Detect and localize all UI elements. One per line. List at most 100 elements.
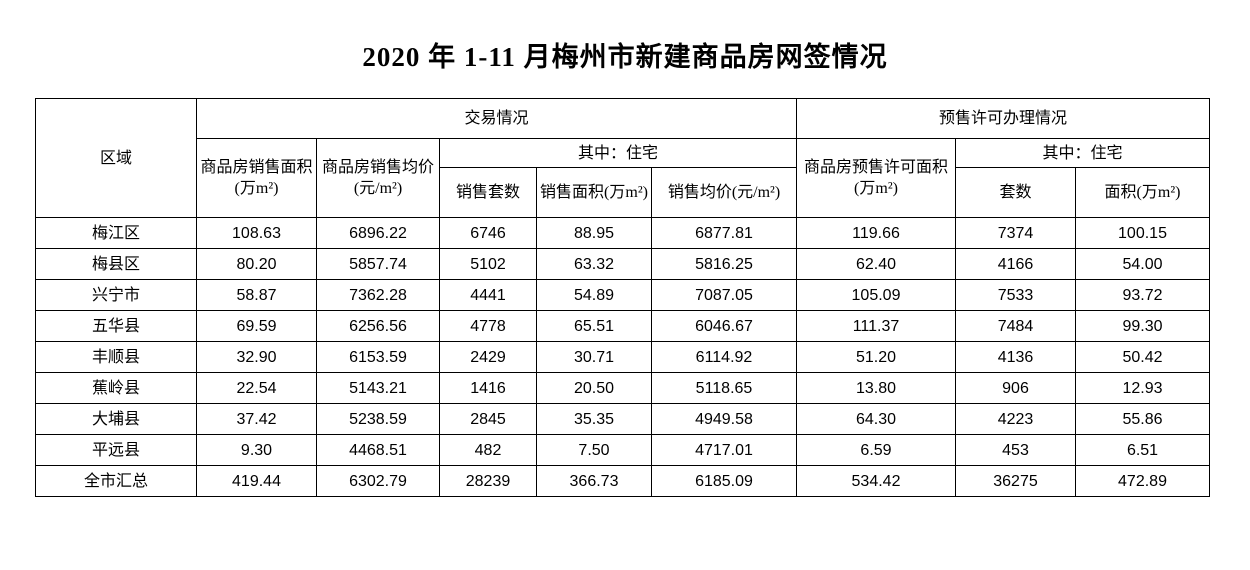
region-cell: 五华县 [35,310,197,343]
value-cell: 5857.74 [316,248,440,281]
value-cell: 5143.21 [316,372,440,405]
value-cell: 32.90 [196,341,317,374]
value-cell: 5118.65 [651,372,797,405]
value-cell: 7087.05 [651,279,797,312]
value-cell: 22.54 [196,372,317,405]
value-cell: 6185.09 [651,465,797,498]
value-cell: 472.89 [1074,465,1211,498]
value-cell: 6.51 [1074,434,1211,467]
table-row: 兴宁市 58.87 7362.28 4441 54.89 7087.05 105.09 753… [35,279,1211,312]
value-cell: 1416 [439,372,537,405]
value-cell: 108.63 [196,217,317,250]
table-row: 蕉岭县 22.54 5143.21 1416 20.50 5118.65 13.80 906 1… [35,372,1211,405]
value-cell: 6114.92 [651,341,797,374]
region-cell: 丰顺县 [35,341,197,374]
value-cell: 6896.22 [316,217,440,250]
value-cell: 4223 [955,403,1076,436]
region-cell: 平远县 [35,434,197,467]
value-cell: 453 [955,434,1076,467]
housing-data-table: 区域 交易情况 预售许可办理情况 商品房销售面积(万m²) 商品房销售均价(元/… [35,98,1211,498]
header-presale-res-area: 面积(万m²) [1074,167,1211,219]
value-cell: 63.32 [536,248,652,281]
value-cell: 28239 [439,465,537,498]
table-row: 梅县区 80.20 5857.74 5102 63.32 5816.25 62.40 4166… [35,248,1211,281]
table-row: 全市汇总 419.44 6302.79 28239 366.73 6185.09 534.4… [35,465,1211,498]
value-cell: 2845 [439,403,537,436]
table-body: 梅江区 108.63 6896.22 6746 88.95 6877.81 119.66 73… [35,217,1211,498]
value-cell: 4949.58 [651,403,797,436]
value-cell: 13.80 [796,372,956,405]
header-presale-res-units: 套数 [955,167,1076,219]
value-cell: 37.42 [196,403,317,436]
header-row-subgroups: 商品房销售面积(万m²) 商品房销售均价(元/m²) 其中：住宅 商品房预售许可… [36,138,1211,219]
value-cell: 58.87 [196,279,317,312]
table-row: 梅江区 108.63 6896.22 6746 88.95 6877.81 119.66 73… [35,217,1211,250]
value-cell: 99.30 [1074,310,1211,343]
value-cell: 12.93 [1074,372,1211,405]
value-cell: 69.59 [196,310,317,343]
region-cell: 兴宁市 [35,279,197,312]
value-cell: 9.30 [196,434,317,467]
value-cell: 7533 [955,279,1076,312]
value-cell: 80.20 [196,248,317,281]
region-cell: 全市汇总 [35,465,197,498]
region-cell: 梅江区 [35,217,197,250]
header-trade-residential: 其中：住宅 [439,138,797,169]
value-cell: 7374 [955,217,1076,250]
header-presale-area: 商品房预售许可面积(万m²) [796,138,956,219]
table-row: 平远县 9.30 4468.51 482 7.50 4717.01 6.59 453 6.51 [35,434,1211,467]
table-row: 丰顺县 32.90 6153.59 2429 30.71 6114.92 51.20 4136… [35,341,1211,374]
value-cell: 4136 [955,341,1076,374]
value-cell: 100.15 [1074,217,1211,250]
value-cell: 4778 [439,310,537,343]
value-cell: 4717.01 [651,434,797,467]
table-header: 区域 交易情况 预售许可办理情况 商品房销售面积(万m²) 商品房销售均价(元/… [35,98,1211,219]
value-cell: 5102 [439,248,537,281]
table-row: 五华县 69.59 6256.56 4778 65.51 6046.67 111.37 748… [35,310,1211,343]
value-cell: 5816.25 [651,248,797,281]
value-cell: 6302.79 [316,465,440,498]
value-cell: 534.42 [796,465,956,498]
value-cell: 111.37 [796,310,956,343]
header-region: 区域 [35,98,197,219]
value-cell: 6046.67 [651,310,797,343]
header-trade-group: 交易情况 [196,98,797,140]
value-cell: 6746 [439,217,537,250]
value-cell: 6256.56 [316,310,440,343]
header-trade-sales-area: 商品房销售面积(万m²) [196,138,317,219]
value-cell: 54.00 [1074,248,1211,281]
value-cell: 7362.28 [316,279,440,312]
value-cell: 2429 [439,341,537,374]
value-cell: 4441 [439,279,537,312]
value-cell: 88.95 [536,217,652,250]
value-cell: 4166 [955,248,1076,281]
value-cell: 4468.51 [316,434,440,467]
value-cell: 119.66 [796,217,956,250]
value-cell: 36275 [955,465,1076,498]
value-cell: 54.89 [536,279,652,312]
table-row: 大埔县 37.42 5238.59 2845 35.35 4949.58 64.30 4223… [35,403,1211,436]
value-cell: 366.73 [536,465,652,498]
value-cell: 55.86 [1074,403,1211,436]
value-cell: 65.51 [536,310,652,343]
value-cell: 906 [955,372,1076,405]
header-trade-res-price: 销售均价(元/m²) [651,167,797,219]
value-cell: 7484 [955,310,1076,343]
value-cell: 64.30 [796,403,956,436]
header-trade-res-units: 销售套数 [439,167,537,219]
page-title: 2020 年 1-11 月梅州市新建商品房网签情况 [362,42,888,72]
value-cell: 105.09 [796,279,956,312]
value-cell: 419.44 [196,465,317,498]
value-cell: 93.72 [1074,279,1211,312]
value-cell: 482 [439,434,537,467]
header-presale-group: 预售许可办理情况 [795,98,1211,140]
header-trade-res-area: 销售面积(万m²) [536,167,652,219]
header-row-groups: 区域 交易情况 预售许可办理情况 [35,98,1211,219]
header-row-leafs: 销售套数 销售面积(万m²) 销售均价(元/m²) 套数 面积(万m²) [36,167,1211,219]
value-cell: 50.42 [1074,341,1211,374]
value-cell: 62.40 [796,248,956,281]
value-cell: 6.59 [796,434,956,467]
value-cell: 35.35 [536,403,652,436]
value-cell: 30.71 [536,341,652,374]
